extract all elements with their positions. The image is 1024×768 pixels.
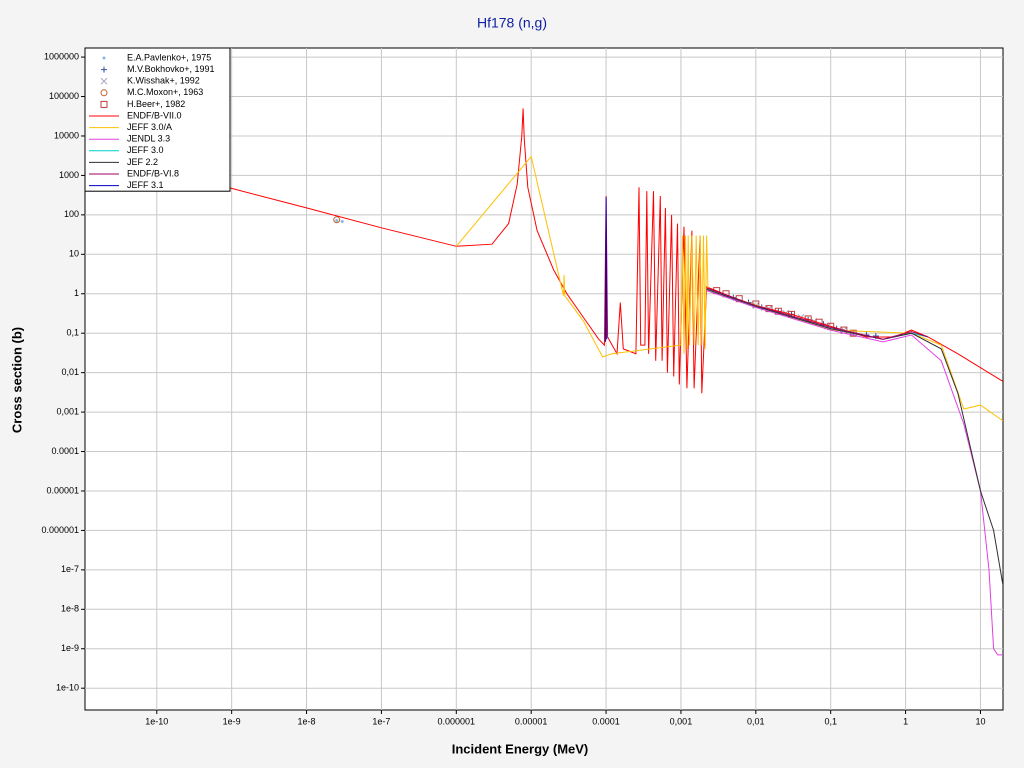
x-tick-label: 1e-10 (145, 716, 168, 726)
x-tick-label: 0,01 (747, 716, 765, 726)
x-tick-label: 0.000001 (438, 716, 476, 726)
legend-label: M.V.Bokhovko+, 1991 (127, 64, 214, 74)
marker (102, 56, 106, 60)
x-tick-label: 0.0001 (592, 716, 620, 726)
legend-label: K.Wisshak+, 1992 (127, 76, 200, 86)
y-tick-label: 10 (69, 249, 79, 259)
plot-marks (85, 108, 1003, 656)
legend-label: JEFF 3.0/A (127, 122, 172, 132)
legend-label: ENDF/B-VI.8 (127, 168, 179, 178)
marker (101, 66, 107, 73)
y-tick-label: 0.0001 (51, 446, 79, 456)
x-tick-label: 10 (975, 716, 985, 726)
x-tick-label: 0,1 (824, 716, 837, 726)
marker (100, 100, 108, 108)
legend-box (84, 47, 231, 192)
y-tick-label: 1000000 (44, 51, 79, 61)
legend-label: JEFF 3.1 (127, 180, 164, 190)
x-axis-label: Incident Energy (MeV) (452, 741, 589, 756)
y-axis-label: Cross section (b) (9, 327, 24, 433)
y-tick-label: 1000 (59, 170, 79, 180)
y-tick-label: 1e-7 (61, 564, 79, 574)
y-tick-label: 0.00001 (46, 485, 79, 495)
y-tick-label: 1e-10 (56, 683, 79, 693)
series-line (706, 288, 1003, 586)
marker (100, 77, 108, 85)
legend-label: JENDL 3.3 (127, 134, 170, 144)
legend-label: ENDF/B-VII.0 (127, 110, 182, 120)
legend-label: E.A.Pavlenko+, 1975 (127, 52, 211, 62)
x-tick-label: 1 (903, 716, 908, 726)
x-tick-label: 0,001 (670, 716, 693, 726)
y-tick-label: 1 (74, 288, 79, 298)
x-tick-label: 1e-8 (298, 716, 316, 726)
x-tick-label: 1e-9 (223, 716, 241, 726)
marker (340, 219, 344, 223)
marker (100, 89, 108, 97)
marker (333, 216, 341, 224)
series-line (706, 290, 1003, 656)
y-tick-label: 0.000001 (41, 525, 79, 535)
y-tick-label: 1e-9 (61, 643, 79, 653)
plot-area (84, 47, 1004, 711)
series-line (604, 197, 608, 342)
marker (335, 218, 339, 222)
legend-label: H.Beer+, 1982 (127, 99, 185, 109)
x-tick-label: 1e-7 (372, 716, 390, 726)
y-tick-label: 0,01 (61, 367, 79, 377)
y-tick-label: 0,001 (56, 406, 79, 416)
y-tick-label: 10000 (54, 130, 79, 140)
legend: E.A.Pavlenko+, 1975 M.V.Bokhovko+, 1991 K.… (84, 47, 231, 192)
y-tick-label: 1e-8 (61, 604, 79, 614)
x-tick-label: 0.00001 (515, 716, 548, 726)
legend-label: JEF 2.2 (127, 157, 158, 167)
series-line (706, 287, 929, 340)
y-tick-label: 100 (64, 209, 79, 219)
legend-label: M.C.Moxon+, 1963 (127, 87, 203, 97)
legend-label: JEFF 3.0 (127, 145, 164, 155)
y-tick-label: 100000 (49, 91, 79, 101)
chart-title: Hf178 (n,g) (477, 15, 547, 31)
y-tick-label: 0,1 (66, 328, 79, 338)
